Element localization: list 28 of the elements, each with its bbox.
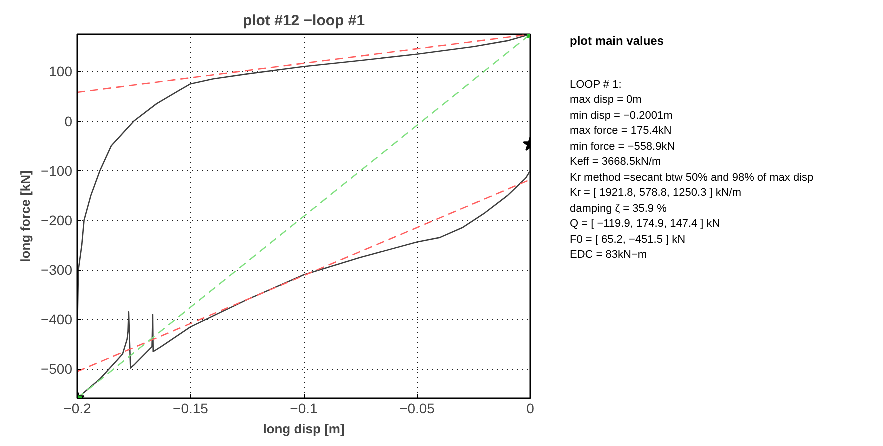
y-tick-label: 0 [64, 113, 73, 130]
text: F0 = [ 65.2, −451.5 ] kN [570, 232, 687, 248]
y-tick-label: −500 [40, 361, 73, 378]
y-tick-label: −100 [40, 162, 73, 179]
text: EDC = 83kN−m [570, 248, 648, 263]
chart-title: plot #12 −loop #1 [242, 12, 366, 30]
text: Q = [ −119.9, 174.9, 147.4 ] kN [570, 217, 722, 232]
y-tick-label: −200 [40, 212, 73, 228]
text: Keff = 3668.5kN/m [570, 155, 662, 170]
x-tick-label: 0 [526, 400, 535, 416]
y-tick-label: −400 [40, 312, 73, 328]
text: plot main values [570, 34, 666, 50]
x-tick-label: −0.05 [400, 400, 436, 416]
text: max force = 175.4kN [570, 124, 673, 139]
x-axis-title: long disp [m] [263, 422, 345, 436]
x-tick-label: −0.15 [173, 400, 209, 416]
text: Kr = [ 1921.8, 578.8, 1250.3 ] kN/m [570, 186, 743, 201]
text: min disp = −0.2001m [570, 108, 674, 124]
y-tick-label: −300 [40, 262, 73, 278]
text: max disp = 0m [570, 93, 643, 108]
text: min force = −558.9kN [570, 140, 676, 154]
text: damping ζ = 35.9 % [570, 202, 668, 216]
text: Kr method =secant btw 50% and 98% of max disp [570, 170, 814, 186]
y-tick-label: 100 [49, 64, 73, 80]
x-tick-label: −0.1 [290, 400, 318, 416]
x-tick-label: −0.2 [64, 400, 92, 416]
text: LOOP # 1: [570, 78, 623, 92]
y-axis-title: long force [kN] [18, 170, 33, 262]
